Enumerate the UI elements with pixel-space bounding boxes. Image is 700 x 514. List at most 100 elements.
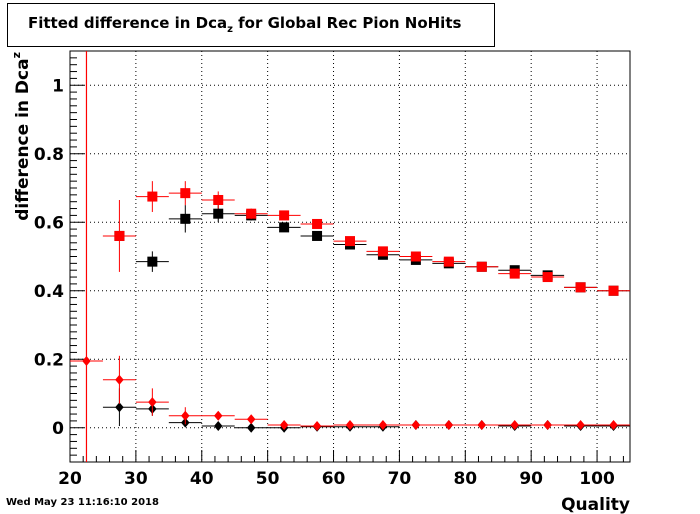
diamond-marker	[444, 420, 454, 431]
data-point	[168, 205, 202, 233]
square-marker	[312, 218, 323, 229]
y-axis-label-subscript: z	[10, 52, 23, 58]
square-marker	[147, 191, 158, 202]
square-marker	[542, 272, 553, 283]
diamond-marker	[115, 402, 124, 413]
data-point	[102, 355, 136, 404]
y-tick-label: 0	[52, 419, 64, 439]
data-point	[366, 246, 400, 257]
square-marker	[509, 268, 520, 279]
x-axis-label: Quality	[561, 495, 630, 514]
square-marker	[180, 213, 191, 224]
diamond-marker	[543, 420, 552, 431]
y-tick-label: 1	[52, 76, 64, 96]
title-rest: for Global Rec Pion NoHits	[232, 14, 462, 32]
data-point	[168, 181, 202, 206]
diamond-marker	[115, 374, 124, 385]
diamond-marker	[477, 420, 487, 431]
data-point	[399, 251, 433, 262]
square-marker	[213, 194, 224, 205]
diamond-marker	[213, 421, 223, 432]
data-point	[531, 272, 565, 283]
data-point	[432, 256, 466, 267]
title-box: Fitted difference in Dcaz for Global Rec…	[7, 3, 495, 47]
diamond-marker	[510, 420, 519, 431]
y-tick-label: 0.6	[34, 213, 64, 233]
data-marks	[70, 51, 630, 462]
square-marker	[180, 188, 191, 199]
data-point	[135, 181, 169, 212]
diamond-marker	[345, 420, 355, 431]
data-point	[102, 199, 136, 272]
data-point	[399, 420, 433, 431]
x-tick-label: 20	[58, 469, 82, 489]
chart-title: Fitted difference in Dcaz for Global Rec…	[28, 14, 461, 35]
x-tick-label: 50	[256, 469, 280, 489]
square-marker	[476, 261, 487, 272]
data-point	[135, 388, 169, 416]
square-marker	[246, 208, 257, 219]
data-point	[201, 191, 235, 209]
data-point	[333, 236, 367, 247]
diamond-marker	[411, 420, 421, 431]
diamond-marker	[246, 414, 256, 425]
square-marker	[279, 210, 290, 221]
diamond-marker	[181, 410, 190, 421]
data-point	[564, 282, 598, 293]
square-marker	[575, 282, 586, 293]
data-point	[201, 421, 235, 432]
x-tick-label: 70	[388, 469, 412, 489]
y-tick-label: 0.4	[34, 282, 64, 302]
data-point	[300, 218, 334, 229]
title-subscript: z	[227, 24, 233, 35]
data-point	[498, 268, 532, 279]
data-point	[300, 230, 334, 241]
data-point	[333, 420, 367, 431]
y-tick-label: 0.2	[34, 350, 64, 370]
data-point	[234, 208, 268, 219]
x-tick-label: 30	[124, 469, 148, 489]
square-marker	[279, 222, 290, 233]
y-axis-label: difference in Dcaz	[10, 52, 33, 221]
timestamp: Wed May 23 11:16:10 2018	[6, 497, 159, 508]
x-tick-label: 100	[579, 469, 615, 489]
data-point	[498, 420, 532, 431]
data-point	[267, 420, 301, 431]
data-point	[168, 407, 202, 425]
diamond-marker	[279, 420, 289, 431]
data-point	[70, 355, 103, 366]
square-marker	[213, 208, 224, 219]
data-point	[300, 421, 334, 432]
data-point	[531, 420, 565, 431]
diamond-marker	[312, 421, 322, 432]
diamond-marker	[609, 420, 618, 431]
data-point	[267, 210, 301, 221]
x-tick-label: 90	[519, 469, 543, 489]
square-marker	[443, 256, 454, 267]
x-tick-label: 60	[322, 469, 346, 489]
square-marker	[312, 230, 323, 241]
x-tick-label: 80	[453, 469, 477, 489]
diamond-marker	[148, 397, 157, 408]
data-point	[366, 420, 400, 431]
axis-ticks: 20 30 40 50 60 70 80 90 100 0 0.2 0.4 0.6 0.8 1	[34, 50, 624, 489]
square-marker	[608, 285, 619, 296]
data-point	[465, 261, 499, 272]
title-main: Fitted difference in Dca	[28, 14, 228, 32]
data-point	[597, 285, 630, 296]
data-point	[201, 410, 235, 421]
square-marker	[410, 251, 421, 262]
data-point	[432, 420, 466, 431]
data-point	[234, 422, 268, 433]
square-marker	[377, 246, 388, 257]
y-axis-label-main: difference in Dca	[13, 58, 33, 220]
square-marker	[114, 230, 125, 241]
data-point	[234, 414, 268, 425]
data-point	[597, 420, 630, 431]
diamond-marker	[82, 355, 91, 366]
svg-text:difference in Dcaz: difference in Dcaz	[10, 52, 33, 221]
diamond-marker	[378, 420, 388, 431]
diamond-marker	[213, 410, 223, 421]
grid	[70, 51, 630, 462]
